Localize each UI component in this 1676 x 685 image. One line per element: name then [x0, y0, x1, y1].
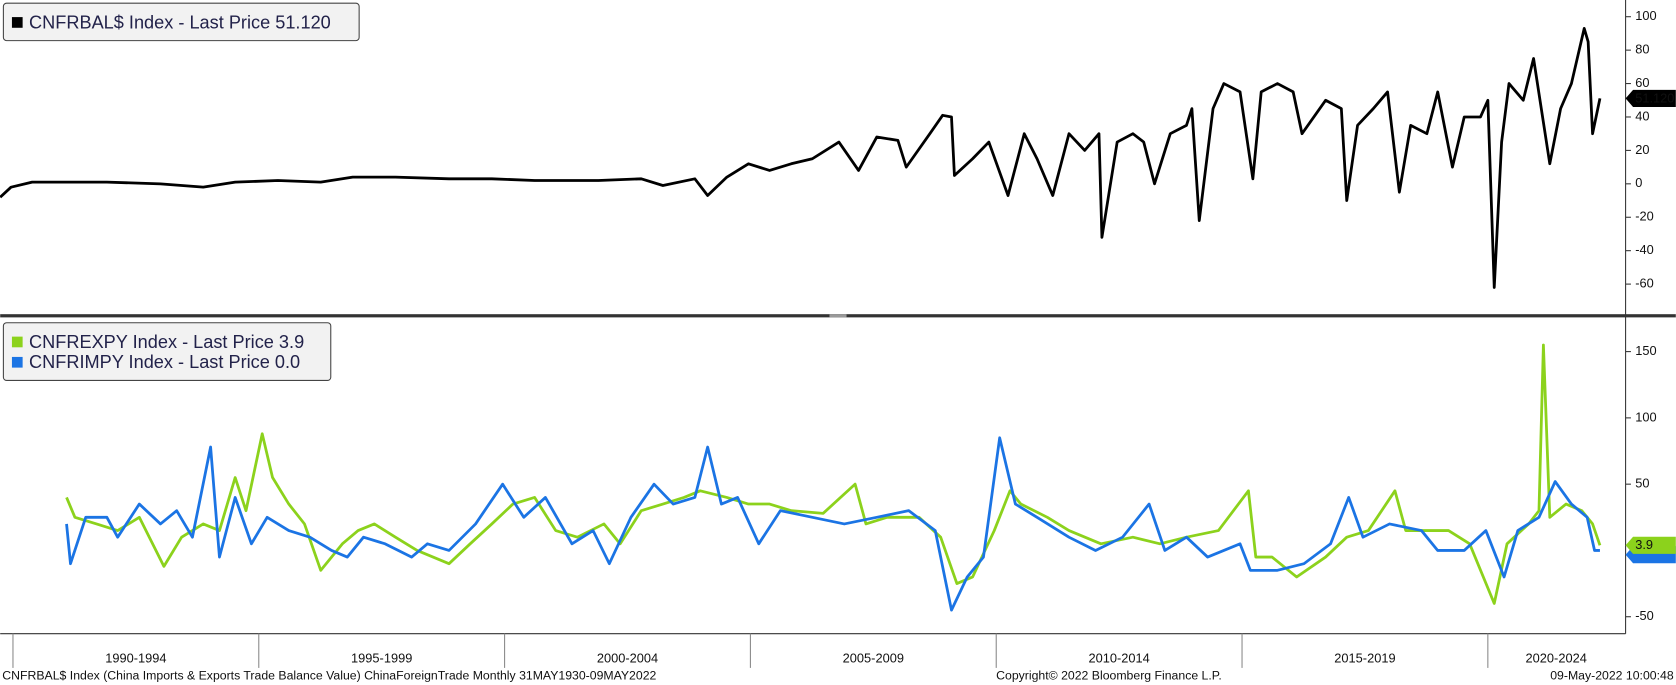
y-tick-label: 0 [1635, 175, 1642, 190]
legend-label: CNFRBAL$ Index - Last Price 51.120 [29, 12, 331, 32]
last-value-label: 3.9 [1635, 537, 1653, 552]
series-line [65, 436, 1600, 612]
y-tick-label: 60 [1635, 75, 1649, 90]
y-tick-label: 150 [1635, 343, 1656, 358]
y-tick-label: -20 [1635, 209, 1654, 224]
legend-box [2, 2, 360, 42]
y-tick-label: -40 [1635, 242, 1654, 257]
y-tick-label: 100 [1635, 8, 1656, 23]
y-tick-label: 100 [1635, 409, 1656, 424]
separator-handle [829, 314, 847, 318]
y-tick-label: 20 [1635, 142, 1649, 157]
series-line [65, 343, 1602, 605]
legend-label: CNFRIMPY Index - Last Price 0.0 [29, 352, 300, 372]
x-period-label: 2010-2014 [1088, 651, 1149, 666]
x-period-label: 2000-2004 [597, 651, 658, 666]
x-period-label: 1990-1994 [105, 651, 166, 666]
legend-label: CNFREXPY Index - Last Price 3.9 [29, 332, 304, 352]
legend-swatch [11, 356, 23, 368]
footer-copyright: Copyright© 2022 Bloomberg Finance L.P. [996, 669, 1222, 683]
x-period-label: 2005-2009 [843, 651, 904, 666]
last-value-tag [1625, 89, 1676, 107]
last-value-label: 51.120 [1635, 90, 1674, 105]
legend-swatch [11, 336, 23, 348]
y-tick-label: 40 [1635, 108, 1649, 123]
footer-timestamp: 09-May-2022 10:00:48 [1550, 669, 1674, 683]
series-line [0, 27, 1602, 289]
x-period-label: 2020-2024 [1526, 651, 1587, 666]
legend-swatch [11, 17, 23, 28]
x-period-label: 2015-2019 [1334, 651, 1395, 666]
last-value-tag [1625, 536, 1676, 554]
y-tick-label: -60 [1635, 275, 1654, 290]
x-period-label: 1995-1999 [351, 651, 412, 666]
footer-source: CNFRBAL$ Index (China Imports & Exports … [2, 669, 656, 683]
y-tick-label: 50 [1635, 476, 1649, 491]
y-tick-label: 80 [1635, 42, 1649, 57]
legend-box [2, 322, 332, 381]
y-tick-label: -50 [1635, 608, 1654, 623]
